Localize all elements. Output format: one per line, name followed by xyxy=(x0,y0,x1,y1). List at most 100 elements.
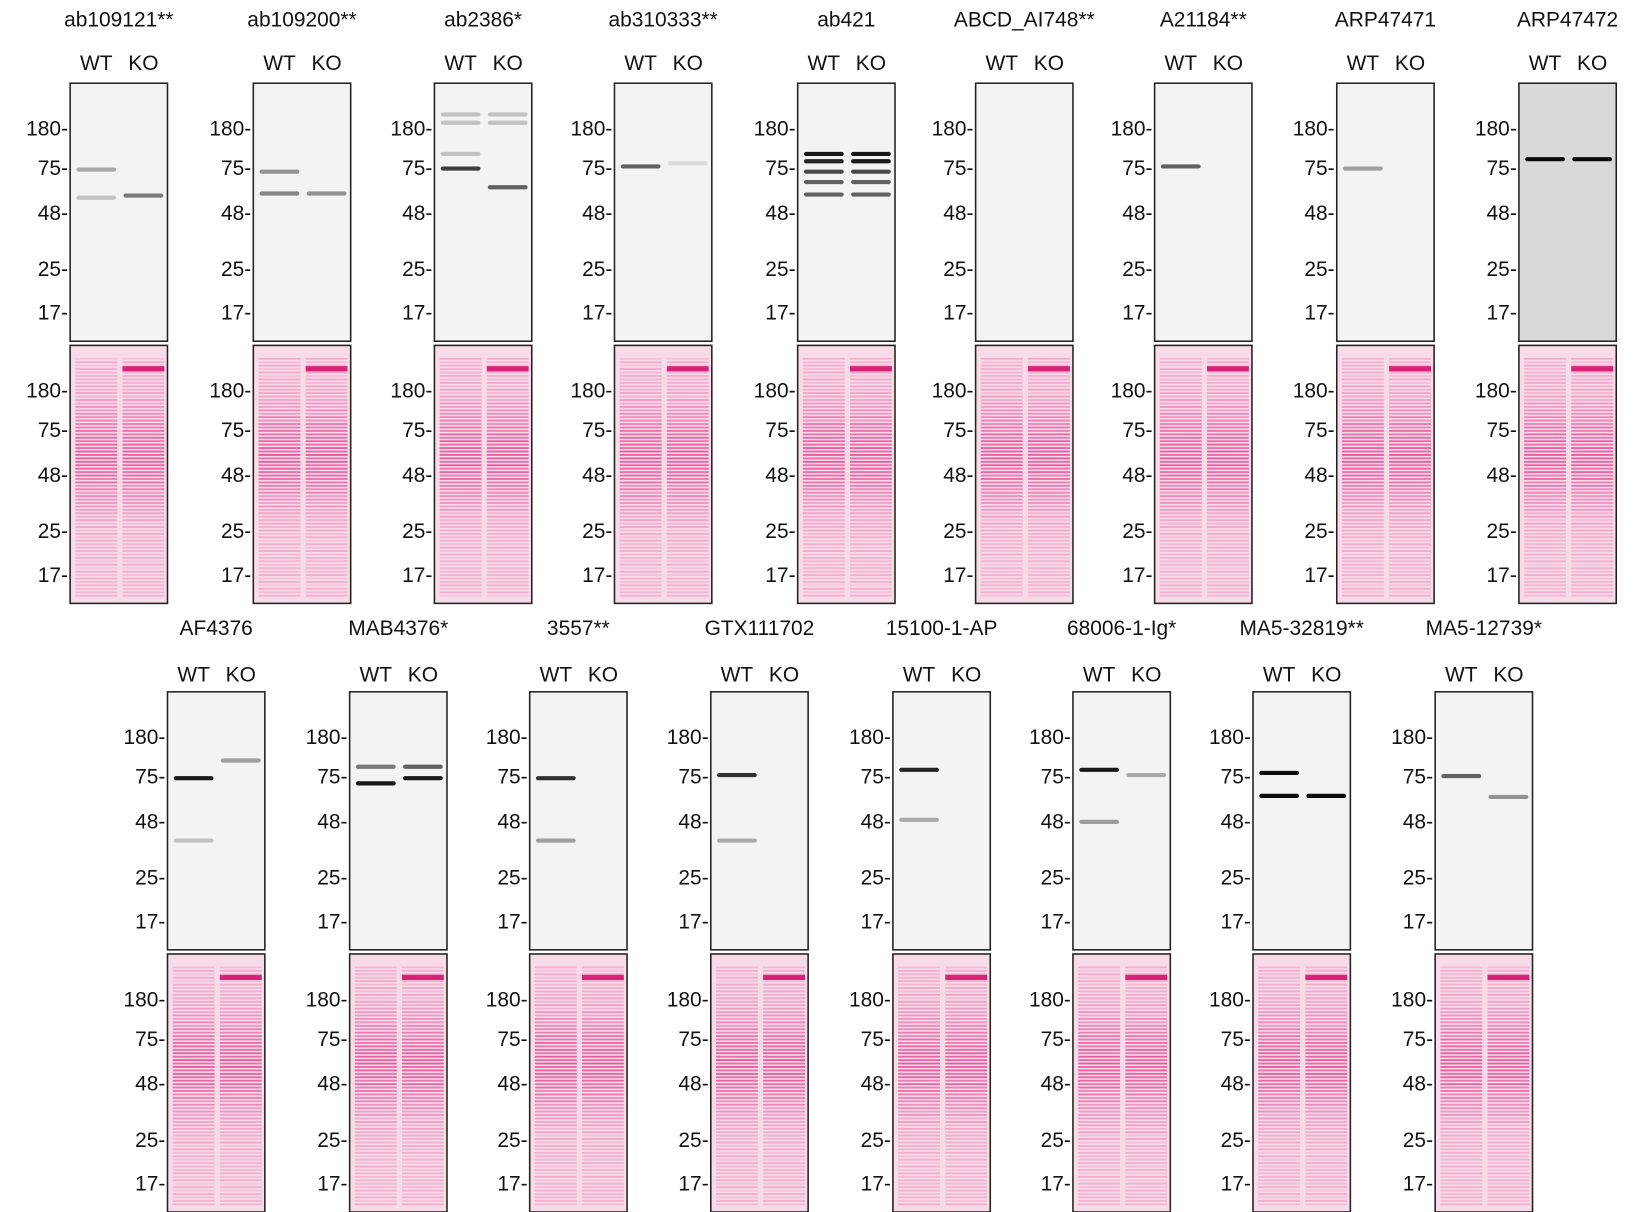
mw-marker: 17- xyxy=(38,564,68,587)
stain-band xyxy=(803,543,845,545)
stain-band xyxy=(535,1183,577,1185)
stain-band xyxy=(667,475,709,477)
stain-band xyxy=(1389,406,1431,408)
lane-label: KO xyxy=(951,664,981,687)
stain-band xyxy=(1305,1049,1347,1051)
stain-band xyxy=(1207,516,1249,518)
stain-band xyxy=(1342,416,1384,418)
stain-band xyxy=(535,1111,577,1113)
mw-marker: 75- xyxy=(943,419,973,442)
stain-band xyxy=(981,526,1023,528)
stain-band xyxy=(620,540,662,542)
stain-band xyxy=(945,1166,987,1168)
antibody-name: AF4376 xyxy=(180,617,253,640)
stain-band xyxy=(259,591,301,593)
stain-band xyxy=(716,1138,758,1140)
stain-band xyxy=(259,485,301,487)
stain-band xyxy=(981,584,1023,586)
stain-band xyxy=(1078,1128,1120,1130)
stain-band xyxy=(981,430,1023,432)
stain-band xyxy=(1571,499,1613,501)
stain-band xyxy=(1389,454,1431,456)
stain-band xyxy=(945,1121,987,1123)
stain-band xyxy=(1125,1100,1167,1102)
stain-band xyxy=(981,361,1023,363)
stain-band xyxy=(402,1179,444,1181)
stain-band xyxy=(1487,1107,1529,1109)
stain-band xyxy=(1160,368,1202,370)
stain-band xyxy=(1078,1155,1120,1157)
stain-band xyxy=(803,416,845,418)
stain-band xyxy=(945,1100,987,1102)
stain-band xyxy=(1028,409,1070,411)
stain-band xyxy=(945,991,987,993)
stain-band xyxy=(1342,567,1384,569)
stain-band xyxy=(75,502,117,504)
stain-band xyxy=(1305,1166,1347,1168)
stain-band xyxy=(1125,1052,1167,1054)
stain-band xyxy=(440,530,482,532)
antibody-name: ab2386* xyxy=(444,8,522,31)
stain-band xyxy=(306,366,348,371)
stain-band xyxy=(535,1128,577,1130)
stain-band xyxy=(355,1039,397,1041)
stain-band xyxy=(716,1059,758,1061)
stain-band xyxy=(850,444,892,446)
stain-band xyxy=(1028,536,1070,538)
stain-band xyxy=(1207,451,1249,453)
stain-band xyxy=(75,533,117,535)
stain-band xyxy=(763,991,805,993)
stain-band xyxy=(1389,464,1431,466)
stain-band xyxy=(1342,375,1384,377)
stain-band xyxy=(1125,1001,1167,1003)
stain-band xyxy=(1524,571,1566,573)
stain-band xyxy=(1571,495,1613,497)
stain-band xyxy=(945,1131,987,1133)
stain-band xyxy=(1078,1049,1120,1051)
stain-band xyxy=(75,423,117,425)
stain-band xyxy=(1487,1035,1529,1037)
stain-band xyxy=(763,1190,805,1192)
stain-band xyxy=(440,516,482,518)
stain-band xyxy=(582,1135,624,1137)
stain-band xyxy=(620,392,662,394)
stain-band xyxy=(220,1131,262,1133)
stain-band xyxy=(402,1159,444,1161)
stain-band xyxy=(1258,980,1300,982)
stain-band xyxy=(402,1138,444,1140)
stain-band xyxy=(1160,519,1202,521)
stain-band xyxy=(487,557,529,559)
stain-band xyxy=(1160,433,1202,435)
stain-band xyxy=(355,1148,397,1150)
band xyxy=(1259,794,1299,798)
stain-band xyxy=(945,1035,987,1037)
mw-marker: 180- xyxy=(390,380,432,403)
stain-band xyxy=(259,516,301,518)
stain-band xyxy=(122,468,164,470)
stain-band xyxy=(1207,444,1249,446)
stain-band xyxy=(1028,420,1070,422)
stain-band xyxy=(1028,530,1070,532)
stain-band xyxy=(1305,1059,1347,1061)
mw-marker: 75- xyxy=(317,1028,347,1051)
stain-band xyxy=(981,492,1023,494)
stain-band xyxy=(1207,506,1249,508)
stain-band xyxy=(1258,1186,1300,1188)
stain-band xyxy=(440,389,482,391)
stain-band xyxy=(981,530,1023,532)
stain-band xyxy=(1160,509,1202,511)
stain-band xyxy=(1571,464,1613,466)
stain-band xyxy=(1524,389,1566,391)
stain-band xyxy=(1125,1131,1167,1133)
stain-band xyxy=(981,382,1023,384)
stain-band xyxy=(402,1142,444,1144)
stain-band xyxy=(803,533,845,535)
stain-band xyxy=(259,406,301,408)
stain-band xyxy=(1028,595,1070,597)
mw-marker: 180- xyxy=(1475,118,1517,141)
stain-band xyxy=(535,1035,577,1037)
stain-band xyxy=(620,358,662,360)
stain-band xyxy=(1305,980,1347,982)
stain-band xyxy=(1524,392,1566,394)
